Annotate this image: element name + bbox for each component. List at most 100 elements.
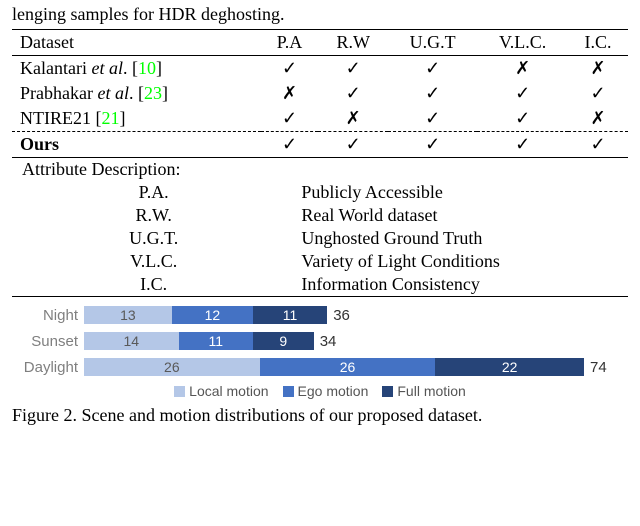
mark-cell <box>318 56 388 82</box>
check-icon <box>425 134 440 154</box>
col-header: V.L.C. <box>477 30 568 56</box>
attr-row: I.C.Information Consistency <box>12 273 628 297</box>
mark-cell <box>388 106 477 132</box>
figure-caption: Figure 2. Scene and motion distributions… <box>12 405 628 426</box>
name-italic: et al <box>97 83 129 103</box>
bar-segment: 11 <box>253 306 327 324</box>
check-icon <box>590 83 605 103</box>
check-icon <box>590 134 605 154</box>
mark-cell <box>261 132 319 158</box>
attr-desc: Unghosted Ground Truth <box>295 227 628 250</box>
dataset-name: Kalantari et al. [10] <box>12 56 261 82</box>
check-icon <box>425 83 440 103</box>
dataset-table: Dataset P.A R.W U.G.T V.L.C. I.C. Kalant… <box>12 29 628 158</box>
bar-total-label: 36 <box>333 307 350 324</box>
citation: 23 <box>144 83 162 103</box>
legend-swatch-icon <box>382 386 393 397</box>
table-header-row: Dataset P.A R.W U.G.T V.L.C. I.C. <box>12 30 628 56</box>
mark-cell <box>261 56 319 82</box>
bar-segment: 26 <box>84 358 260 376</box>
attr-abbr: I.C. <box>12 273 295 297</box>
attr-abbr: P.A. <box>12 181 295 204</box>
bar-chart: Night13121136Sunset1411934Daylight262622… <box>12 303 628 379</box>
name-pre: Prabhakar <box>20 83 97 103</box>
attr-header-label: Attribute Description: <box>12 158 628 181</box>
bar-segment: 11 <box>179 332 253 350</box>
bar-total-label: 74 <box>590 359 607 376</box>
mark-cell <box>477 81 568 106</box>
name-post: . <box>129 83 134 103</box>
table-row: Kalantari et al. [10] <box>12 56 628 82</box>
attribute-table: Attribute Description: P.A.Publicly Acce… <box>12 158 628 297</box>
table-row: NTIRE21 [21] <box>12 106 628 132</box>
ours-label: Ours <box>12 132 261 158</box>
bar-segment: 13 <box>84 306 172 324</box>
attr-header: Attribute Description: <box>12 158 628 181</box>
check-icon <box>282 108 297 128</box>
bar-total-label: 34 <box>320 333 337 350</box>
attr-desc: Publicly Accessible <box>295 181 628 204</box>
cross-icon <box>590 58 605 78</box>
mark-cell <box>318 132 388 158</box>
bar-track: 131211 36 <box>84 306 628 324</box>
col-header: Dataset <box>12 30 261 56</box>
cross-icon <box>590 108 605 128</box>
mark-cell <box>388 132 477 158</box>
check-icon <box>346 83 361 103</box>
citation: 10 <box>138 58 156 78</box>
cross-icon <box>346 108 361 128</box>
check-icon <box>515 134 530 154</box>
bar-category-label: Daylight <box>12 359 84 376</box>
bar-segment: 12 <box>172 306 253 324</box>
name-pre: NTIRE21 <box>20 108 91 128</box>
bar-row: Sunset1411934 <box>12 329 628 353</box>
legend-swatch-icon <box>174 386 185 397</box>
mark-cell <box>568 56 628 82</box>
attr-abbr: V.L.C. <box>12 250 295 273</box>
cross-icon <box>282 83 297 103</box>
attr-desc: Information Consistency <box>295 273 628 297</box>
legend-item: Local motion <box>174 383 268 399</box>
dataset-name: NTIRE21 [21] <box>12 106 261 132</box>
bar-segment: 22 <box>435 358 584 376</box>
check-icon <box>515 83 530 103</box>
name-pre: Kalantari <box>20 58 91 78</box>
mark-cell <box>388 56 477 82</box>
bar-row: Night13121136 <box>12 303 628 327</box>
mark-cell <box>568 81 628 106</box>
mark-cell <box>318 106 388 132</box>
attr-desc: Variety of Light Conditions <box>295 250 628 273</box>
mark-cell <box>477 106 568 132</box>
attr-row: U.G.T.Unghosted Ground Truth <box>12 227 628 250</box>
name-post: . <box>123 58 128 78</box>
bar-segment: 26 <box>260 358 436 376</box>
table-row: Prabhakar et al. [23] <box>12 81 628 106</box>
check-icon <box>425 58 440 78</box>
mark-cell <box>477 132 568 158</box>
ours-row: Ours <box>12 132 628 158</box>
attr-row: P.A.Publicly Accessible <box>12 181 628 204</box>
attr-desc: Real World dataset <box>295 204 628 227</box>
legend: Local motion Ego motion Full motion <box>12 383 628 399</box>
check-icon <box>282 58 297 78</box>
col-header: R.W <box>318 30 388 56</box>
cross-icon <box>515 58 530 78</box>
check-icon <box>515 108 530 128</box>
legend-item: Ego motion <box>283 383 369 399</box>
col-header: U.G.T <box>388 30 477 56</box>
name-italic: et al <box>91 58 123 78</box>
col-header: I.C. <box>568 30 628 56</box>
legend-label: Ego motion <box>298 383 369 399</box>
check-icon <box>282 134 297 154</box>
mark-cell <box>568 132 628 158</box>
mark-cell <box>388 81 477 106</box>
legend-label: Full motion <box>397 383 465 399</box>
mark-cell <box>261 106 319 132</box>
lead-text: lenging samples for HDR deghosting. <box>12 4 628 25</box>
mark-cell <box>477 56 568 82</box>
attr-row: V.L.C.Variety of Light Conditions <box>12 250 628 273</box>
dataset-name: Prabhakar et al. [23] <box>12 81 261 106</box>
check-icon <box>425 108 440 128</box>
mark-cell <box>261 81 319 106</box>
mark-cell <box>318 81 388 106</box>
